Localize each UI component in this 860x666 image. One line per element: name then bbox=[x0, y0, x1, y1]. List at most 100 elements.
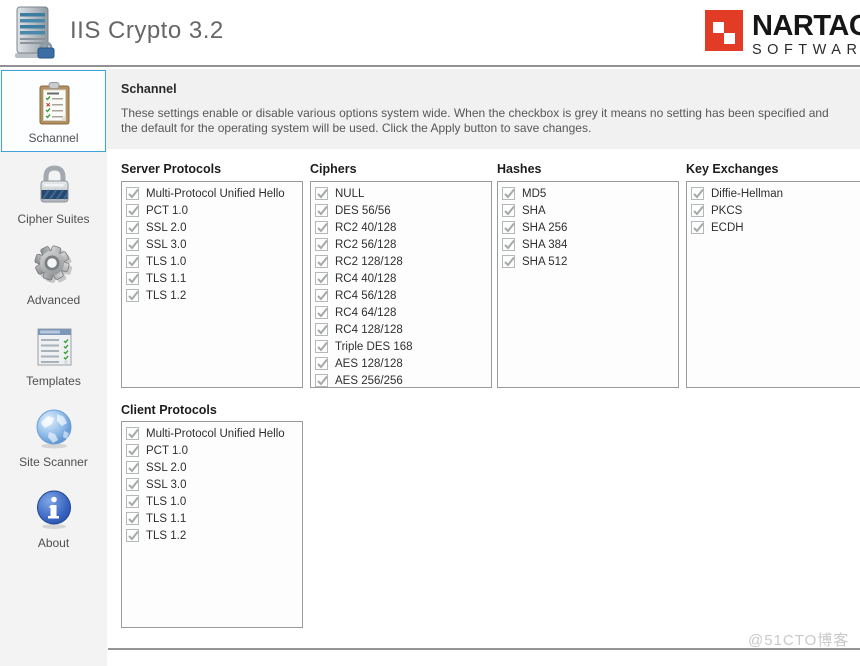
grey-checked-checkbox[interactable] bbox=[502, 204, 515, 217]
grey-checked-checkbox[interactable] bbox=[126, 478, 139, 491]
checkbox-row[interactable]: Multi-Protocol Unified Hello bbox=[126, 425, 302, 442]
grey-checked-checkbox[interactable] bbox=[691, 204, 704, 217]
grey-checked-checkbox[interactable] bbox=[691, 187, 704, 200]
checkbox-row[interactable]: RC2 40/128 bbox=[315, 219, 491, 236]
grey-checked-checkbox[interactable] bbox=[502, 221, 515, 234]
grey-checked-checkbox[interactable] bbox=[126, 461, 139, 474]
grey-checked-checkbox[interactable] bbox=[315, 187, 328, 200]
app-header: IIS Crypto 3.2 NARTAC SOFTWARE bbox=[0, 0, 860, 67]
templates-icon bbox=[31, 321, 77, 373]
grey-checked-checkbox[interactable] bbox=[126, 427, 139, 440]
grey-checked-checkbox[interactable] bbox=[126, 238, 139, 251]
grey-checked-checkbox[interactable] bbox=[315, 272, 328, 285]
grey-checked-checkbox[interactable] bbox=[502, 238, 515, 251]
grey-checked-checkbox[interactable] bbox=[126, 512, 139, 525]
grey-checked-checkbox[interactable] bbox=[502, 187, 515, 200]
grey-checked-checkbox[interactable] bbox=[315, 323, 328, 336]
grey-checked-checkbox[interactable] bbox=[315, 204, 328, 217]
grey-checked-checkbox[interactable] bbox=[315, 289, 328, 302]
hashes-label: Hashes bbox=[497, 162, 542, 176]
checkbox-label: SSL 3.0 bbox=[146, 478, 187, 491]
sidebar-item-cipher-suites[interactable]: Cipher Suites bbox=[1, 152, 106, 233]
sidebar-item-about[interactable]: About bbox=[1, 476, 106, 557]
checkbox-row[interactable]: PCT 1.0 bbox=[126, 202, 302, 219]
checkbox-row[interactable]: TLS 1.2 bbox=[126, 287, 302, 304]
checkbox-label: SHA 384 bbox=[522, 238, 568, 251]
section-title: Schannel bbox=[121, 82, 177, 96]
checkbox-row[interactable]: TLS 1.0 bbox=[126, 493, 302, 510]
globe-icon bbox=[31, 402, 77, 454]
info-icon bbox=[31, 483, 77, 535]
checkbox-row[interactable]: PCT 1.0 bbox=[126, 442, 302, 459]
checkbox-row[interactable]: TLS 1.0 bbox=[126, 253, 302, 270]
sidebar-item-label: Advanced bbox=[26, 293, 81, 307]
checkbox-label: TLS 1.2 bbox=[146, 289, 187, 302]
checkbox-label: SSL 3.0 bbox=[146, 238, 187, 251]
sidebar-item-templates[interactable]: Templates bbox=[1, 314, 106, 395]
app-title: IIS Crypto 3.2 bbox=[70, 17, 224, 44]
checkbox-row[interactable]: RC4 128/128 bbox=[315, 321, 491, 338]
checkbox-row[interactable]: SSL 3.0 bbox=[126, 236, 302, 253]
checkbox-row[interactable]: NULL bbox=[315, 185, 491, 202]
grey-checked-checkbox[interactable] bbox=[315, 357, 328, 370]
grey-checked-checkbox[interactable] bbox=[315, 255, 328, 268]
checkbox-label: AES 256/256 bbox=[335, 374, 403, 387]
sidebar-item-advanced[interactable]: Advanced bbox=[1, 233, 106, 314]
checkbox-row[interactable]: MD5 bbox=[502, 185, 678, 202]
brand-subtitle: SOFTWARE bbox=[752, 42, 860, 58]
grey-checked-checkbox[interactable] bbox=[315, 306, 328, 319]
checkbox-row[interactable]: Multi-Protocol Unified Hello bbox=[126, 185, 302, 202]
checkbox-label: RC2 40/128 bbox=[335, 221, 397, 234]
grey-checked-checkbox[interactable] bbox=[126, 221, 139, 234]
server-protocols-listbox: Multi-Protocol Unified Hello PCT 1.0 SSL… bbox=[121, 181, 303, 388]
grey-checked-checkbox[interactable] bbox=[126, 255, 139, 268]
checkbox-row[interactable]: Triple DES 168 bbox=[315, 338, 491, 355]
checkbox-row[interactable]: TLS 1.2 bbox=[126, 527, 302, 544]
checkbox-row[interactable]: RC2 56/128 bbox=[315, 236, 491, 253]
checkbox-row[interactable]: SHA bbox=[502, 202, 678, 219]
checkbox-row[interactable]: DES 56/56 bbox=[315, 202, 491, 219]
grey-checked-checkbox[interactable] bbox=[126, 529, 139, 542]
grey-checked-checkbox[interactable] bbox=[126, 187, 139, 200]
grey-checked-checkbox[interactable] bbox=[315, 221, 328, 234]
grey-checked-checkbox[interactable] bbox=[126, 444, 139, 457]
nartac-logo-mark-icon bbox=[705, 9, 743, 56]
checkbox-row[interactable]: TLS 1.1 bbox=[126, 270, 302, 287]
checkbox-row[interactable]: RC4 64/128 bbox=[315, 304, 491, 321]
checkbox-row[interactable]: SHA 512 bbox=[502, 253, 678, 270]
gear-icon bbox=[30, 240, 78, 292]
checkbox-row[interactable]: SHA 384 bbox=[502, 236, 678, 253]
checkbox-row[interactable]: AES 128/128 bbox=[315, 355, 491, 372]
checkbox-row[interactable]: SSL 3.0 bbox=[126, 476, 302, 493]
checkbox-row[interactable]: ECDH bbox=[691, 219, 860, 236]
schannel-intro: Schannel These settings enable or disabl… bbox=[107, 69, 860, 149]
grey-checked-checkbox[interactable] bbox=[315, 374, 328, 387]
checkbox-row[interactable]: AES 256/256 bbox=[315, 372, 491, 387]
section-description: These settings enable or disable various… bbox=[121, 106, 829, 135]
checkbox-label: RC4 56/128 bbox=[335, 289, 397, 302]
grey-checked-checkbox[interactable] bbox=[126, 272, 139, 285]
checkbox-row[interactable]: PKCS bbox=[691, 202, 860, 219]
watermark: @51CTO博客 bbox=[748, 632, 850, 649]
grey-checked-checkbox[interactable] bbox=[126, 289, 139, 302]
checkbox-label: Diffie-Hellman bbox=[711, 187, 784, 200]
checkbox-row[interactable]: SSL 2.0 bbox=[126, 219, 302, 236]
checkbox-row[interactable]: RC4 40/128 bbox=[315, 270, 491, 287]
grey-checked-checkbox[interactable] bbox=[315, 238, 328, 251]
grey-checked-checkbox[interactable] bbox=[126, 495, 139, 508]
checkbox-row[interactable]: RC2 128/128 bbox=[315, 253, 491, 270]
checkbox-row[interactable]: SSL 2.0 bbox=[126, 459, 302, 476]
checkbox-row[interactable]: RC4 56/128 bbox=[315, 287, 491, 304]
checkbox-row[interactable]: TLS 1.1 bbox=[126, 510, 302, 527]
grey-checked-checkbox[interactable] bbox=[691, 221, 704, 234]
sidebar-item-schannel[interactable]: Schannel bbox=[1, 70, 106, 152]
grey-checked-checkbox[interactable] bbox=[126, 204, 139, 217]
checkbox-label: RC4 128/128 bbox=[335, 323, 403, 336]
checkbox-label: RC2 56/128 bbox=[335, 238, 397, 251]
grey-checked-checkbox[interactable] bbox=[315, 340, 328, 353]
checkbox-row[interactable]: Diffie-Hellman bbox=[691, 185, 860, 202]
sidebar-item-site-scanner[interactable]: Site Scanner bbox=[1, 395, 106, 476]
main-panel: Schannel These settings enable or disabl… bbox=[107, 69, 860, 666]
checkbox-row[interactable]: SHA 256 bbox=[502, 219, 678, 236]
grey-checked-checkbox[interactable] bbox=[502, 255, 515, 268]
